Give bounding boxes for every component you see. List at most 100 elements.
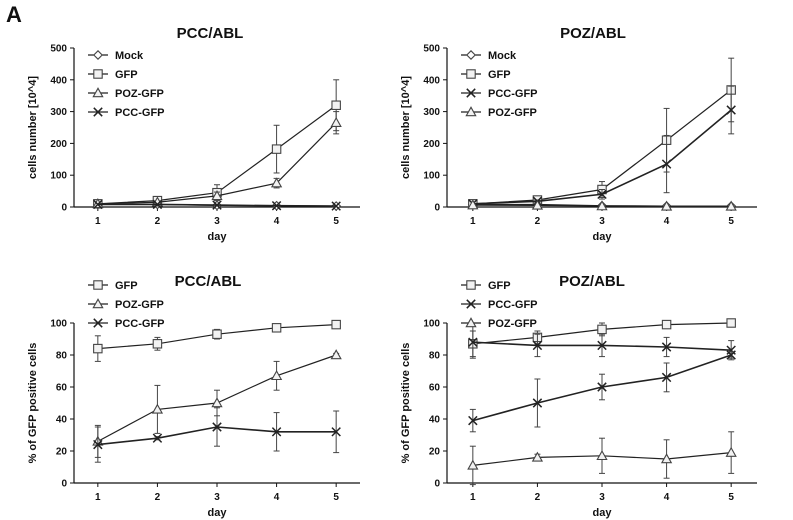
legend-marker	[466, 280, 476, 290]
x-tick-label: 5	[728, 216, 734, 227]
data-point	[92, 197, 104, 209]
y-tick-label: 100	[423, 171, 440, 182]
y-tick-label: 100	[423, 319, 440, 330]
y-tick-label: 60	[429, 383, 441, 394]
data-point	[726, 105, 736, 115]
y-tick-label: 100	[50, 171, 67, 182]
legend-marker	[465, 106, 477, 117]
legend-label: POZ-GFP	[115, 299, 164, 311]
x-tick-label: 4	[664, 216, 670, 227]
data-point	[331, 201, 341, 211]
y-tick-label: 20	[56, 447, 68, 458]
data-point	[660, 453, 673, 464]
y-tick-label: 40	[429, 415, 441, 426]
chart-1: PCC/ABL 0 100 200 300 400 500 1 2 3 4 5 day cells num…	[27, 25, 360, 243]
data-point	[596, 449, 608, 461]
data-point	[271, 323, 282, 333]
y-tick-label: 40	[56, 415, 68, 426]
y-tick-label: 300	[423, 107, 440, 118]
data-point	[151, 403, 164, 414]
data-point	[726, 318, 736, 328]
legend-marker	[93, 318, 103, 328]
legend-label: PCC-GFP	[488, 299, 538, 311]
y-tick-label: 80	[429, 351, 441, 362]
data-point	[726, 350, 736, 360]
y-tick-label: 60	[56, 383, 68, 394]
legend-marker	[466, 299, 476, 309]
legend-marker	[465, 317, 477, 328]
x-tick-label: 1	[470, 216, 476, 227]
y-axis-label: cells number [10^4]	[400, 76, 412, 179]
data-point	[152, 199, 163, 210]
data-point	[467, 199, 479, 210]
data-point	[661, 372, 672, 383]
y-tick-label: 200	[423, 139, 440, 150]
x-tick-label: 4	[274, 216, 280, 227]
data-point	[661, 342, 672, 352]
data-point	[597, 324, 607, 335]
y-tick-label: 0	[434, 203, 440, 214]
legend-label: Mock	[115, 50, 144, 62]
legend-marker	[93, 107, 103, 117]
data-point	[660, 200, 673, 211]
chart-title: PCC/ABL	[175, 273, 242, 290]
x-tick-label: 3	[599, 216, 605, 227]
x-tick-label: 1	[95, 492, 101, 503]
y-tick-label: 80	[56, 351, 68, 362]
x-axis-label: day	[208, 231, 228, 243]
y-axis-label: % of GFP positive cells	[27, 343, 39, 464]
legend: Mock GFP POZ-GFP PCC-GFP	[88, 50, 165, 119]
y-tick-label: 500	[423, 44, 440, 55]
data-point	[597, 382, 607, 392]
data-point	[330, 349, 342, 360]
x-tick-label: 5	[728, 492, 734, 503]
y-axis-label: % of GFP positive cells	[400, 343, 412, 464]
data-point	[468, 337, 478, 347]
data-point	[212, 329, 222, 339]
data-point	[661, 159, 672, 169]
chart-4: POZ/ABL 0 20 40 60 80 100 1 2 3 4 5 day % of GFP posi…	[400, 273, 757, 519]
chart-title: PCC/ABL	[177, 25, 244, 42]
chart-3: PCC/ABL 0 20 40 60 80 100 1 2 3 4 5 day % of GFP posi…	[27, 273, 360, 519]
series-pcc-gfp-3	[468, 85, 736, 209]
legend: GFP POZ-GFP PCC-GFP	[88, 280, 165, 330]
y-axis-label: cells number [10^4]	[27, 76, 39, 179]
x-tick-label: 3	[214, 492, 220, 503]
x-axis-label: day	[593, 231, 613, 243]
x-tick-label: 4	[274, 492, 280, 503]
data-point	[93, 199, 103, 210]
data-point	[331, 319, 341, 330]
data-point	[152, 433, 163, 443]
chart-2: POZ/ABL 0 100 200 300 400 500 1 2 3 4 5 day cells num…	[400, 25, 757, 243]
data-point	[211, 190, 223, 201]
series-poz-gfp-3	[467, 431, 737, 486]
series-pcc-gfp-4	[93, 199, 341, 211]
data-point	[212, 422, 222, 432]
y-tick-label: 300	[50, 107, 67, 118]
y-tick-label: 0	[434, 479, 440, 490]
data-point	[211, 397, 223, 408]
series-gfp-1	[93, 319, 341, 362]
legend-label: GFP	[115, 280, 138, 292]
legend-label: POZ-GFP	[488, 318, 537, 330]
data-point	[725, 200, 737, 211]
y-tick-label: 400	[423, 75, 440, 86]
y-tick-label: 0	[61, 479, 67, 490]
x-tick-label: 5	[333, 216, 339, 227]
data-point	[93, 439, 103, 450]
series-series-4	[468, 350, 736, 433]
data-point	[271, 200, 282, 211]
legend-label: GFP	[115, 69, 138, 81]
data-point	[330, 116, 342, 127]
x-tick-label: 3	[599, 492, 605, 503]
x-tick-label: 1	[95, 216, 101, 227]
x-tick-label: 1	[470, 492, 476, 503]
x-tick-label: 4	[664, 492, 670, 503]
data-point	[212, 200, 222, 210]
legend-marker	[466, 50, 476, 60]
data-point	[270, 177, 283, 188]
legend-marker	[92, 87, 104, 98]
legend-label: GFP	[488, 280, 511, 292]
y-tick-label: 0	[61, 203, 67, 214]
